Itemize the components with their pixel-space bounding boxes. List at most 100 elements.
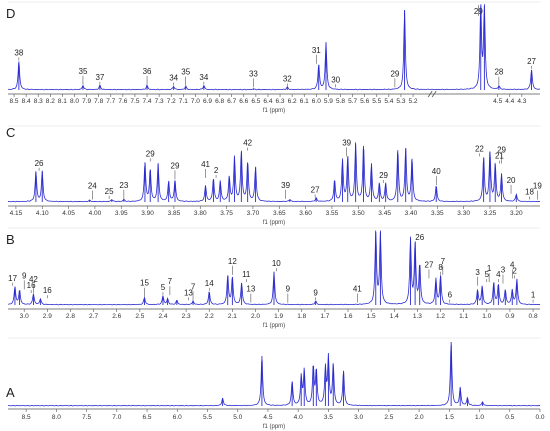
tick-label: 3.55 [326,210,339,217]
tick-label: 7.5 [130,98,139,105]
tick-label: 7.0 [191,98,200,105]
tick-label: 5.7 [348,98,357,105]
peak-label: 27 [527,57,536,66]
peak-label: 42 [29,275,38,284]
tick-label: 6.0 [173,414,182,421]
tick-label: 1.0 [475,414,484,421]
tick-label: 4.5 [263,414,272,421]
tick-label: 7.5 [82,414,91,421]
tick-label: 2.2 [205,313,214,320]
tick-label: 3.30 [457,210,470,217]
peak-label: 39 [281,181,290,190]
peak-label: 20 [507,176,516,185]
tick-label: 4.3 [517,98,526,105]
tick-label: 1.6 [343,313,352,320]
tick-label: 3.0 [354,414,363,421]
peak-label: 29 [497,146,506,155]
peak-label: 37 [95,73,104,82]
tick-label: 0.9 [505,313,514,320]
peak-label: 7 [441,257,446,266]
tick-label: 3.60 [299,210,312,217]
peak-label: 29 [474,7,483,16]
tick-label: 2.1 [228,313,237,320]
tick-label: 3.90 [141,210,154,217]
tick-label: 0.5 [505,414,514,421]
tick-label: 2.0 [415,414,424,421]
tick-label: 3.50 [352,210,365,217]
spectrum-line [7,4,541,91]
tick-label: 8.4 [22,98,31,105]
tick-label: 5.3 [396,98,405,105]
panel-b: B 3.0 2.9 2.8 2.7 2.6 2.5 2.4 2.3 2.2 2.1 2.0 1.9 1.8… [6,227,541,329]
tick-label: 4.15 [10,210,23,217]
peak-label: 2 [512,266,517,275]
peak-label: 35 [181,68,190,77]
tick-label: 1.7 [320,313,329,320]
peak-label: 21 [495,152,504,161]
tick-label: 5.6 [360,98,369,105]
panel-letter: A [6,385,15,400]
tick-label: 5.4 [384,98,393,105]
peak-label: 23 [119,181,128,190]
tick-label: 8.1 [58,98,67,105]
peak-label: 29 [379,171,388,180]
peak-label: 41 [353,285,362,294]
peak-label: 29 [390,69,399,78]
tick-label: 8.5 [22,414,31,421]
peak-label: 14 [205,279,214,288]
tick-label: 1.9 [274,313,283,320]
peak-label: 16 [27,281,36,290]
tick-label: 7.2 [167,98,176,105]
tick-label: 7.6 [118,98,127,105]
peak-label: 10 [272,259,281,268]
tick-label: 4.00 [89,210,102,217]
peak-label: 32 [283,74,292,83]
tick-label: 2.5 [135,313,144,320]
panel-letter: D [6,6,15,21]
tick-label: 8.5 [10,98,19,105]
tick-label: 3.70 [247,210,260,217]
tick-label: 8.2 [46,98,55,105]
tick-label: 1.0 [482,313,491,320]
peak-label: 13 [246,285,255,294]
tick-label: 7.8 [94,98,103,105]
tick-label: 2.8 [66,313,75,320]
tick-label: 5.5 [372,98,381,105]
tick-label: 5.0 [233,414,242,421]
peak-label: 9 [286,285,291,294]
peak-label: 25 [105,187,114,196]
tick-label: 7.1 [179,98,188,105]
peak-label: 29 [171,161,180,170]
panel-c: C 4.15 4.10 4.05 4.00 3.95 3.90 3.85 3.80 3.75 3.7… [6,125,542,226]
tick-label: 3.80 [194,210,207,217]
peak-label: 3 [475,268,480,277]
tick-label: 8.0 [70,98,79,105]
peak-label: 41 [201,160,210,169]
tick-label: 3.95 [115,210,128,217]
peak-label: 28 [494,68,503,77]
peak-label: 22 [475,144,484,153]
tick-label: 3.20 [510,210,523,217]
panel-letter: C [6,125,15,140]
peak-label: 27 [311,185,320,194]
peak-label: 17 [8,274,17,283]
peak-label: 5 [161,283,166,292]
tick-label: 4.05 [62,210,75,217]
axis-label: f1 (ppm) [263,424,285,430]
tick-label: 0.0 [535,414,544,421]
tick-label: 6.6 [239,98,248,105]
tick-label: 4.10 [36,210,49,217]
tick-label: 3.25 [484,210,497,217]
tick-label: 2.7 [89,313,98,320]
tick-label: 4.4 [505,98,514,105]
tick-label: 6.1 [300,98,309,105]
tick-label: 7.4 [143,98,152,105]
tick-label: 3.45 [378,210,391,217]
tick-label: 5.5 [203,414,212,421]
peak-label: 13 [184,288,193,297]
peak-label: 19 [533,182,542,191]
tick-label: 1.2 [436,313,445,320]
tick-label: 6.0 [312,98,321,105]
